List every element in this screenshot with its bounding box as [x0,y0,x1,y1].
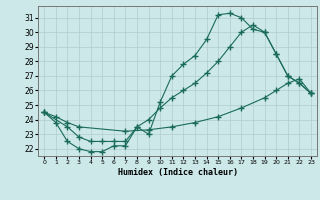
X-axis label: Humidex (Indice chaleur): Humidex (Indice chaleur) [118,168,238,177]
